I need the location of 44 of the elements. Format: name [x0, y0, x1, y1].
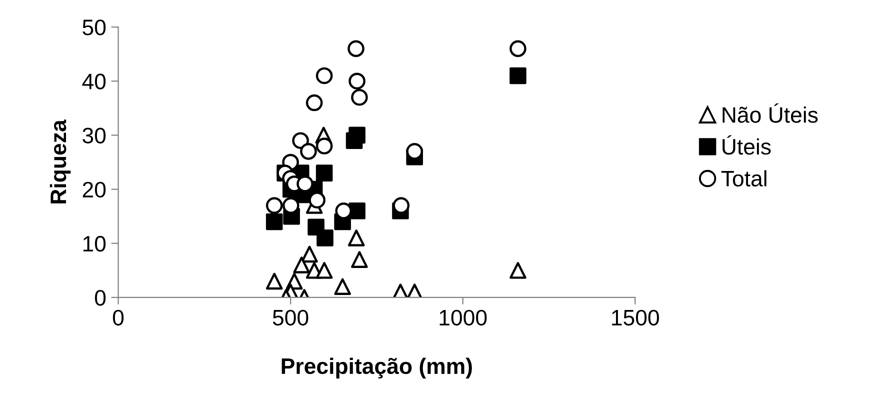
point — [351, 251, 368, 268]
x-tick-label: 1000 — [440, 310, 487, 326]
point — [266, 213, 283, 230]
point — [348, 202, 366, 220]
point — [292, 132, 309, 149]
point — [282, 197, 300, 214]
y-tick-label: 0 — [94, 290, 106, 306]
point — [346, 132, 363, 149]
x-tick-label: 500 — [272, 310, 308, 326]
point — [335, 202, 352, 220]
point — [316, 262, 333, 279]
point — [510, 40, 526, 58]
point — [316, 138, 333, 154]
y-tick-label: 40 — [82, 74, 106, 90]
point — [510, 262, 526, 279]
point — [266, 272, 283, 290]
point — [316, 164, 333, 182]
point — [316, 67, 333, 84]
y-tick-label: 10 — [83, 236, 106, 252]
point — [308, 192, 326, 208]
x-axis-title: Precipitação (mm) — [282, 358, 472, 378]
point — [266, 197, 283, 214]
y-tick-label: 50 — [82, 20, 106, 36]
legend-label: Não Úteis — [722, 103, 818, 123]
point — [348, 230, 365, 246]
point — [348, 40, 364, 58]
point — [334, 278, 351, 296]
point — [301, 246, 318, 263]
x-tick-label: 0 — [112, 310, 124, 326]
legend-label: Total — [721, 170, 766, 187]
point — [351, 88, 368, 106]
point — [306, 94, 323, 112]
y-axis-title: Riqueza — [50, 119, 71, 204]
point — [406, 143, 423, 160]
y-tick-label: 30 — [82, 128, 106, 144]
x-tick-label: 1500 — [612, 310, 659, 326]
point — [510, 67, 526, 84]
point — [348, 72, 366, 90]
point — [300, 143, 317, 160]
point — [392, 197, 410, 214]
y-tick-label: 20 — [82, 182, 106, 198]
legend-label: Úteis — [722, 135, 771, 155]
point — [293, 256, 310, 274]
point — [316, 230, 334, 246]
